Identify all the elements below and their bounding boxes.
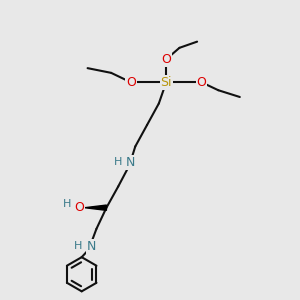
Text: O: O: [126, 76, 136, 89]
Text: N: N: [86, 240, 96, 253]
Text: H: H: [63, 199, 72, 209]
Text: O: O: [161, 53, 171, 66]
Polygon shape: [85, 205, 106, 210]
Text: N: N: [126, 156, 136, 169]
Text: O: O: [74, 201, 84, 214]
Text: H: H: [113, 157, 122, 167]
Text: O: O: [196, 76, 206, 89]
Text: Si: Si: [160, 76, 172, 89]
Text: H: H: [74, 241, 82, 251]
